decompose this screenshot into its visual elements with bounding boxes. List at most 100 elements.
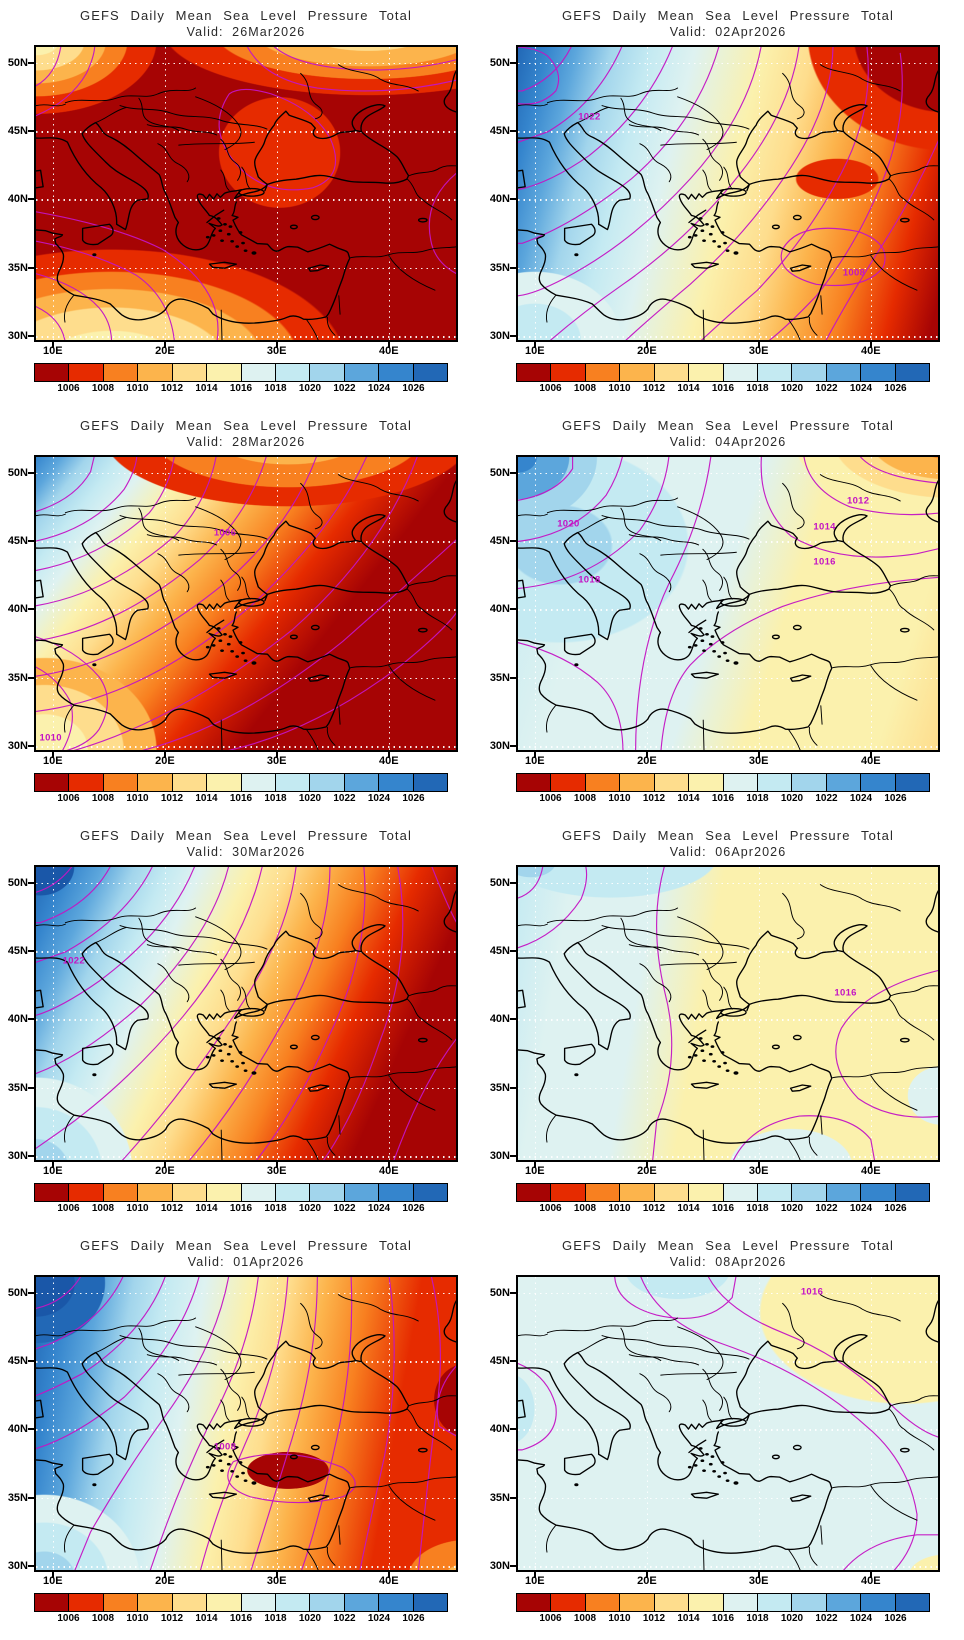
coastline — [518, 885, 938, 1160]
lat-tick-label: 40N — [489, 603, 510, 616]
longitude-gridline — [52, 47, 55, 340]
colorbar-cell — [550, 774, 585, 791]
latitude-tick — [28, 1360, 34, 1363]
lon-tick-label: 40E — [861, 1165, 881, 1177]
lon-tick-label: 30E — [748, 755, 769, 767]
colorbar-tick-label: 1016 — [229, 1613, 253, 1624]
lat-tick-label: 40N — [489, 193, 510, 206]
longitude-tick — [533, 752, 536, 758]
lat-tick-label: 40N — [489, 1423, 510, 1436]
colorbar-tick-label: 1024 — [849, 1203, 873, 1214]
colorbar-tick-label: 1022 — [815, 1203, 838, 1214]
colorbar-cell — [756, 1184, 792, 1201]
colorbar-tick-label: 1006 — [539, 793, 562, 804]
latitude-gridline — [36, 1497, 456, 1500]
colorbar-cell — [343, 1184, 379, 1201]
colorbar-tick-label: 1024 — [849, 383, 873, 394]
colorbar-cell — [584, 774, 620, 791]
longitude-tick — [533, 342, 536, 348]
colorbar-tick-label: 1014 — [677, 1613, 700, 1624]
lon-tick-label: 40E — [379, 1575, 399, 1587]
longitude-gridline — [758, 457, 761, 750]
lat-tick-label: 50N — [7, 466, 28, 479]
isobar-contours — [36, 47, 456, 340]
colorbar-cell — [137, 364, 172, 381]
longitude-gridline — [276, 867, 279, 1160]
colorbar-tick-label: 1010 — [608, 793, 631, 804]
longitude-gridline — [758, 47, 761, 340]
lat-tick-label: 35N — [489, 1491, 510, 1504]
longitude-tick — [757, 752, 760, 758]
colorbar — [516, 773, 930, 792]
longitude-tick — [645, 342, 648, 348]
lat-tick-label: 30N — [7, 1560, 28, 1573]
longitude-gridline — [758, 1277, 761, 1570]
forecast-panel-01apr: GEFS Daily Mean Sea Level Pressure Total… — [0, 1230, 482, 1640]
colorbar-tick-label: 1018 — [746, 793, 769, 804]
colorbar-tick-label: 1026 — [402, 383, 425, 394]
contour-label: 1010 — [39, 732, 62, 744]
colorbar-cell — [412, 364, 448, 381]
panel-title: GEFS Daily Mean Sea Level Pressure Total — [562, 8, 894, 23]
colorbar-labels: 1006 1008 1010 1012 1014 1016 1018 1020 1022 1024… — [516, 382, 930, 396]
colorbar-tick-label: 1024 — [367, 1203, 391, 1214]
map-overlay — [36, 1277, 456, 1570]
lon-tick-label: 10E — [43, 345, 63, 357]
latitude-gridline — [36, 1019, 456, 1021]
lon-tick-label: 30E — [748, 345, 769, 357]
colorbar-cell — [722, 364, 757, 381]
colorbar-tick-label: 1026 — [884, 383, 907, 394]
isobar-contours — [518, 47, 938, 340]
colorbar-cell — [240, 1184, 275, 1201]
lat-tick-label: 30N — [489, 1150, 510, 1163]
lat-tick-label: 45N — [7, 945, 28, 958]
latitude-tick — [510, 266, 516, 269]
latitude-gridline — [518, 131, 938, 133]
colorbar-tick-label: 1024 — [849, 793, 873, 804]
panel-title: GEFS Daily Mean Sea Level Pressure Total — [562, 418, 894, 433]
longitude-tick — [51, 1162, 54, 1168]
colorbar-tick-label: 1022 — [333, 1203, 356, 1214]
latitude-tick — [28, 1428, 34, 1431]
longitude-tick — [869, 342, 872, 348]
latitude-gridline — [518, 541, 938, 543]
latitude-tick — [28, 1291, 34, 1294]
latitude-tick — [510, 1155, 516, 1158]
colorbar-tick-label: 1014 — [195, 1613, 218, 1624]
colorbar-cell — [206, 364, 241, 381]
latitude-gridline — [518, 472, 938, 475]
colorbar-tick-label: 1016 — [711, 793, 735, 804]
coastline — [36, 65, 456, 340]
colorbar-tick-label: 1018 — [746, 1613, 769, 1624]
colorbar-tick-label: 1006 — [539, 1203, 562, 1214]
colorbar-tick-label: 1022 — [815, 383, 838, 394]
latitude-tick — [28, 745, 34, 748]
colorbar-tick-label: 1022 — [815, 1613, 838, 1624]
lat-tick-label: 45N — [489, 125, 510, 138]
panel-title: GEFS Daily Mean Sea Level Pressure Total — [562, 1238, 894, 1253]
colorbar-tick-label: 1020 — [780, 1203, 804, 1214]
lat-tick-label: 35N — [489, 1081, 510, 1094]
longitude-tick — [757, 1162, 760, 1168]
colorbar-cell — [68, 1184, 103, 1201]
colorbar-cell — [756, 364, 792, 381]
lat-tick-label: 40N — [7, 1423, 28, 1436]
lon-tick-label: 10E — [525, 755, 545, 767]
latitude-gridline — [518, 882, 938, 885]
latitude-tick — [510, 881, 516, 884]
colorbar-tick-label: 1006 — [539, 383, 562, 394]
colorbar — [516, 1593, 930, 1612]
latitude-gridline — [518, 1019, 938, 1021]
longitude-gridline — [646, 867, 649, 1160]
lat-tick-label: 50N — [489, 876, 510, 889]
lon-tick-label: 20E — [637, 345, 657, 357]
latitude-gridline — [518, 677, 938, 680]
longitude-gridline — [388, 47, 391, 340]
latitude-tick — [510, 198, 516, 201]
longitude-tick — [869, 1162, 872, 1168]
colorbar-cell — [550, 1594, 585, 1611]
colorbar-tick-label: 1016 — [229, 1203, 253, 1214]
lat-tick-label: 40N — [7, 193, 28, 206]
colorbar-cell — [860, 364, 895, 381]
longitude-tick — [869, 1572, 872, 1578]
